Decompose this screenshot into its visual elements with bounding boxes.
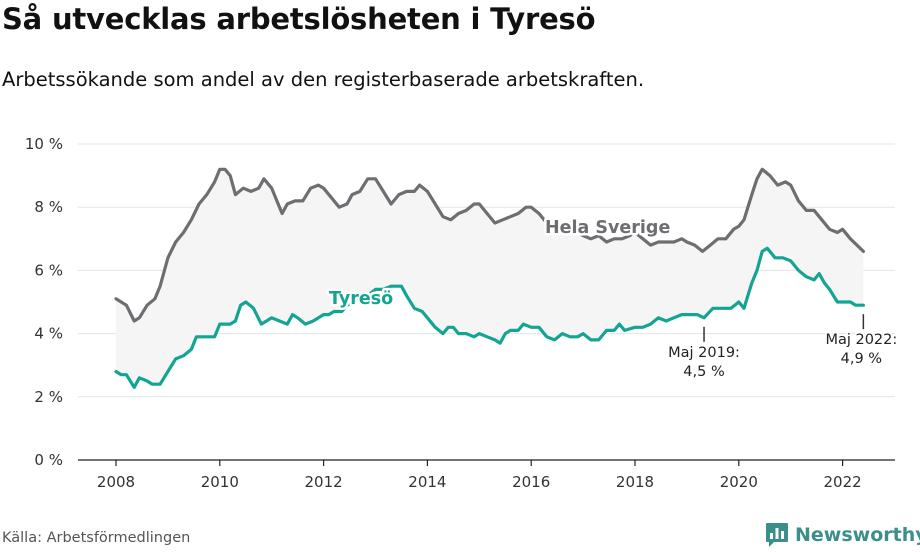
y-tick-label-8: 8 % xyxy=(34,198,63,216)
band-layer xyxy=(116,169,864,388)
brand-logo: Newsworthy xyxy=(765,519,920,551)
source-note: Källa: Arbetsförmedlingen xyxy=(2,530,191,546)
y-tick-label-6: 6 % xyxy=(34,261,63,279)
annotation-text-0-0: Maj 2019: xyxy=(668,345,740,361)
x-tick-label-2018: 2018 xyxy=(616,473,654,491)
chart-title: Så utvecklas arbetslösheten i Tyresö xyxy=(2,2,596,36)
y-tick-label-10: 10 % xyxy=(25,135,63,153)
series-layer xyxy=(114,167,866,389)
annotation-text-1-1: 4,9 % xyxy=(841,351,882,367)
label-layer: Hela Sverige Tyresö Maj 2019: 4,5 % Maj 2022… xyxy=(327,216,900,382)
series-label-hela-sverige: Hela Sverige xyxy=(545,218,670,238)
series-label-tyreso: Tyresö xyxy=(329,289,393,309)
brand-name: Newsworthy xyxy=(795,524,920,546)
x-tick-label-2010: 2010 xyxy=(201,473,239,491)
series-line-tyreso xyxy=(114,246,866,389)
annotation-text-0-1: 4,5 % xyxy=(683,364,724,380)
x-tick-label-2014: 2014 xyxy=(408,473,446,491)
gap-band xyxy=(116,169,864,388)
x-tick-label-2016: 2016 xyxy=(512,473,550,491)
x-tick-label-2008: 2008 xyxy=(97,473,135,491)
annotation-text-1-0: Maj 2022: xyxy=(825,332,897,348)
x-tick-label-2022: 2022 xyxy=(824,473,862,491)
bar-chart-bubble-icon xyxy=(766,523,788,547)
x-tick-label-2012: 2012 xyxy=(305,473,343,491)
axis-layer: 0 % 2 % 4 % 6 % 8 % 10 % 2008 2010 2012 2014 2016 2… xyxy=(25,135,895,491)
chart-subtitle: Arbetssökande som andel av den registerb… xyxy=(2,68,645,91)
y-tick-label-0: 0 % xyxy=(34,451,63,469)
y-tick-label-4: 4 % xyxy=(34,325,63,343)
x-tick-label-2020: 2020 xyxy=(720,473,758,491)
series-line-hela-sverige xyxy=(114,167,866,323)
y-tick-label-2: 2 % xyxy=(34,388,63,406)
